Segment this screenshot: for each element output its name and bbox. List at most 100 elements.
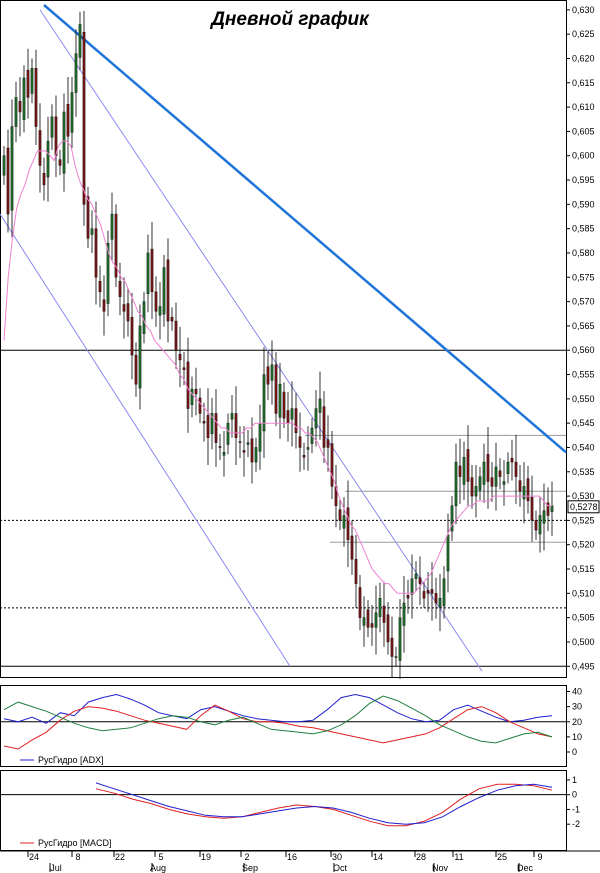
x-day-label: 28 (416, 852, 426, 862)
y-tick-label: 0,530 (572, 491, 595, 501)
candle-body (138, 325, 142, 389)
candle-body (514, 461, 518, 477)
candle-body (106, 243, 110, 304)
y-tick-label: 0,500 (572, 637, 595, 647)
candle-body (166, 259, 170, 322)
y-tick-label: 0,580 (572, 248, 595, 258)
candle-body (510, 457, 514, 463)
candle-body (34, 68, 38, 127)
macd-tick-label: -2 (572, 819, 580, 829)
candle-body (186, 361, 190, 409)
candle-body (22, 77, 26, 120)
y-tick-label: 0,615 (572, 78, 595, 88)
candle-body (294, 408, 298, 434)
candle-body (234, 413, 238, 438)
candle-body (38, 130, 42, 166)
candle-body (182, 367, 186, 370)
y-tick-label: 0,495 (572, 661, 595, 671)
candle-body (350, 535, 354, 560)
candle-body (438, 598, 442, 608)
y-tick-label: 0,565 (572, 321, 595, 331)
adx-panel-frame (0, 685, 567, 767)
macd-series-line (95, 783, 553, 827)
candle-body (102, 299, 106, 312)
candle-body (26, 69, 30, 98)
channel-lower-line (0, 213, 291, 667)
y-tick-label: 0,625 (572, 29, 595, 39)
candle-body (470, 477, 474, 497)
candle-body (42, 173, 46, 186)
candle-body (318, 398, 322, 413)
candle-body (426, 590, 430, 594)
candle-body (502, 481, 506, 485)
x-day-label: 25 (497, 852, 507, 862)
candle-body (258, 422, 262, 452)
y-tick-label: 0,590 (572, 199, 595, 209)
candle-body (114, 213, 118, 278)
candle-body (374, 612, 378, 628)
candle-body (534, 520, 538, 531)
x-month-label: Jul (50, 863, 62, 873)
candle-body (418, 577, 422, 584)
x-day-label: 14 (373, 852, 383, 862)
candle-body (278, 384, 282, 418)
candle-body (398, 617, 402, 661)
candle-body (370, 623, 374, 628)
candle-body (250, 438, 254, 463)
candle-body (50, 116, 54, 138)
candle-body (70, 92, 74, 133)
candle-body (74, 53, 78, 93)
candle-body (206, 415, 210, 438)
x-day-label: 8 (75, 852, 80, 862)
candle-body (246, 442, 250, 445)
macd-legend-label: РусГидро [MACD] (38, 838, 112, 848)
y-tick-label: 0,510 (572, 588, 595, 598)
y-tick-label: 0,525 (572, 515, 595, 525)
candle-body (442, 578, 446, 607)
x-day-label: 30 (332, 852, 342, 862)
candle-body (486, 454, 490, 482)
y-tick-label: 0,550 (572, 394, 595, 404)
candle-body (214, 413, 218, 443)
candle-body (346, 507, 350, 541)
candle-body (146, 252, 150, 295)
candle-body (194, 388, 198, 395)
candle-body (306, 447, 310, 450)
candle-body (218, 446, 222, 448)
y-tick-label: 0,545 (572, 418, 595, 428)
candle-body (66, 103, 70, 137)
candle-body (390, 637, 394, 657)
candle-body (522, 486, 526, 500)
adx-tick-label: 0 (572, 747, 577, 757)
y-tick-label: 0,630 (572, 5, 595, 15)
candle-body (226, 422, 230, 445)
adx-tick-label: 40 (572, 687, 582, 697)
candle-body (430, 589, 434, 594)
candle-body (446, 534, 450, 572)
candle-body (46, 140, 50, 178)
candle-body (290, 408, 294, 420)
adx-series-line (3, 693, 553, 724)
x-axis: 24 8 22 5 19 2 16 30 14 28 11 25 9 Jul Aug Sep Oct Nov Dec (27, 851, 543, 873)
y-tick-label: 0,585 (572, 224, 595, 234)
candle-body (30, 68, 34, 94)
candle-body (242, 450, 246, 453)
candle-body (394, 656, 398, 658)
candle-body (354, 559, 358, 584)
x-month-label: Nov (432, 863, 449, 873)
trendline (43, 4, 567, 454)
candle-body (238, 441, 242, 443)
y-tick-label: 0,600 (572, 151, 595, 161)
candle-body (118, 280, 122, 297)
candle-body (378, 598, 382, 617)
candle-body (474, 486, 478, 497)
candle-body (450, 505, 454, 532)
candle-body (342, 515, 346, 529)
candle-body (202, 421, 206, 424)
candle-body (2, 155, 6, 176)
candle-body (130, 316, 134, 356)
candle-body (382, 605, 386, 623)
price-panel-frame (0, 0, 567, 678)
candle-body (298, 436, 302, 448)
